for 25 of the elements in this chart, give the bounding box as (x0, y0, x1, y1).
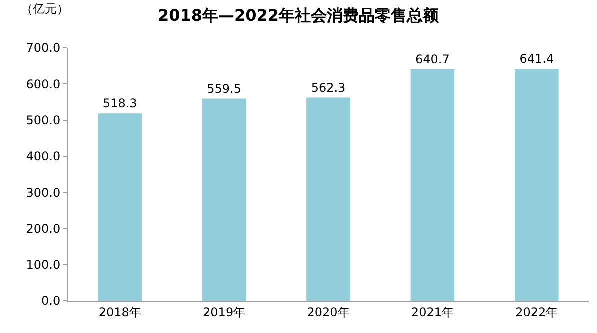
x-tick-label: 2018年 (98, 305, 142, 320)
data-label: 518.3 (102, 96, 138, 111)
data-label: 562.3 (311, 80, 346, 95)
bar (306, 98, 350, 301)
y-tick-label: 400.0 (26, 150, 61, 164)
bar (515, 69, 559, 301)
bar (202, 98, 246, 301)
bar (410, 69, 455, 301)
bar (98, 114, 142, 301)
x-tick-label: 2022年 (516, 305, 558, 320)
chart-title: 2018年—2022年社会消费品零售总额 (158, 6, 440, 26)
y-tick-label: 600.0 (26, 77, 61, 92)
x-tick-label: 2020年 (307, 305, 350, 320)
data-label: 641.4 (520, 52, 554, 66)
y-tick-label: 100.0 (26, 258, 61, 272)
y-tick-label: 300.0 (26, 186, 61, 200)
y-tick-label: 0.0 (42, 294, 61, 308)
x-tick-label: 2021年 (411, 305, 454, 320)
y-tick-label: 500.0 (26, 113, 61, 128)
y-tick-label: 700.0 (26, 41, 61, 56)
y-axis-title: （亿元） (21, 2, 69, 16)
x-tick-label: 2019年 (203, 305, 246, 320)
data-label: 559.5 (207, 82, 242, 96)
y-tick-label: 200.0 (26, 222, 61, 236)
data-label: 640.7 (416, 52, 450, 66)
